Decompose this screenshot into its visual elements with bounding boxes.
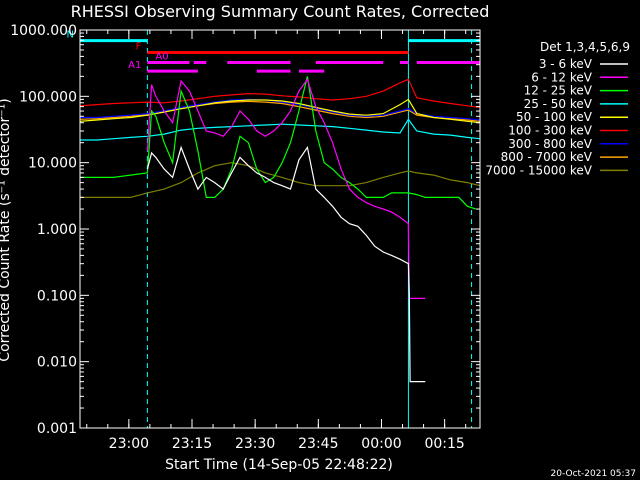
series-800-7000-kev-line <box>79 100 481 122</box>
legend-label: 50 - 100 keV <box>516 110 593 124</box>
axes: 0.001 0.010 0.100 1.000 10.000 100.000 1000.00… <box>10 23 481 452</box>
chart-title: RHESSI Observing Summary Count Rates, Co… <box>71 2 490 21</box>
y-tick-label: 1000.000 <box>10 23 77 39</box>
y-tick-label: 0.001 <box>37 421 77 437</box>
plot-frame <box>79 29 481 429</box>
legend-label: 25 - 50 keV <box>524 97 593 111</box>
y-tick-label: 0.100 <box>37 288 77 304</box>
legend-label: 100 - 300 keV <box>508 124 592 138</box>
flag-label-f: F <box>136 42 142 53</box>
legend-label: 800 - 7000 keV <box>501 150 593 164</box>
legend-label: 6 - 12 keV <box>531 70 593 84</box>
legend-label: 12 - 25 keV <box>524 84 593 98</box>
x-tick-label: 23:45 <box>298 436 338 452</box>
series-12-25-kev-line <box>80 76 476 210</box>
x-tick-label: 00:00 <box>361 436 401 452</box>
legend-label: 7000 - 15000 keV <box>485 163 592 177</box>
y-axis-label: Corrected Count Rate (s⁻¹ detector⁻¹) <box>0 98 13 361</box>
x-tick-label: 00:15 <box>424 436 464 452</box>
timestamp: 20-Oct-2021 05:37 <box>551 469 636 479</box>
legend-label: 3 - 6 keV <box>539 57 593 71</box>
flag-label-a1: A1 <box>128 60 141 71</box>
y-tick-label: 0.010 <box>37 355 77 371</box>
series-7000-15000-kev-line <box>80 162 481 198</box>
y-tick-label: 1.000 <box>37 222 77 238</box>
y-tick-label: 100.000 <box>19 89 77 105</box>
x-tick-label: 23:00 <box>109 436 149 452</box>
flag-label-n: N <box>67 30 74 41</box>
flag-label-a0: A0 <box>155 52 168 63</box>
series-6-12-kev-line <box>146 78 426 299</box>
legend-label: 300 - 800 keV <box>508 137 592 151</box>
legend-title: Det 1,3,4,5,6,9 <box>540 40 630 54</box>
series-3-6-kev-line <box>146 145 426 383</box>
y-tick-label: 10.000 <box>28 156 77 172</box>
x-axis-label: Start Time (14-Sep-05 22:48:22) <box>165 457 393 473</box>
series-25-50-kev-line <box>80 118 481 141</box>
x-tick-label: 23:30 <box>235 436 275 452</box>
x-tick-label: 23:15 <box>172 436 212 452</box>
plot-area: N F A0 A1 <box>67 30 481 428</box>
